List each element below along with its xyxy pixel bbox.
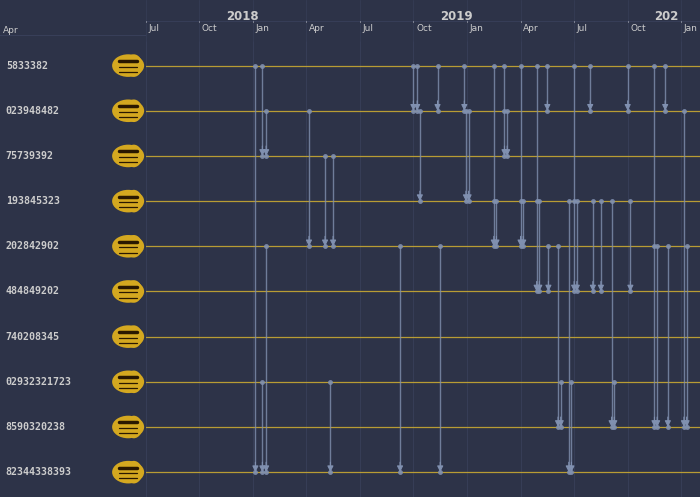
Ellipse shape xyxy=(125,99,142,122)
Text: 023948482: 023948482 xyxy=(6,106,60,116)
Ellipse shape xyxy=(125,415,142,438)
Ellipse shape xyxy=(112,190,144,212)
Text: Apr: Apr xyxy=(523,24,539,33)
Text: 202: 202 xyxy=(654,10,679,23)
Ellipse shape xyxy=(125,371,142,393)
Text: 8590320238: 8590320238 xyxy=(6,422,66,432)
Text: Jan: Jan xyxy=(470,24,484,33)
Ellipse shape xyxy=(112,326,144,348)
Text: Apr: Apr xyxy=(309,24,325,33)
Ellipse shape xyxy=(112,54,144,77)
Ellipse shape xyxy=(112,235,144,257)
Ellipse shape xyxy=(125,461,142,484)
Ellipse shape xyxy=(112,145,144,167)
Text: Jan: Jan xyxy=(256,24,270,33)
Text: Oct: Oct xyxy=(202,24,218,33)
Ellipse shape xyxy=(112,99,144,122)
Text: 82344338393: 82344338393 xyxy=(6,467,72,477)
Ellipse shape xyxy=(125,54,142,77)
Text: Oct: Oct xyxy=(631,24,646,33)
Ellipse shape xyxy=(112,371,144,393)
Ellipse shape xyxy=(125,190,142,212)
Text: Jul: Jul xyxy=(577,24,588,33)
Ellipse shape xyxy=(125,326,142,348)
Text: Oct: Oct xyxy=(416,24,432,33)
Text: 2018: 2018 xyxy=(226,10,258,23)
Text: 484849202: 484849202 xyxy=(6,286,60,297)
Text: Jul: Jul xyxy=(148,24,160,33)
Text: Jul: Jul xyxy=(363,24,374,33)
Text: 202842902: 202842902 xyxy=(6,241,60,251)
Ellipse shape xyxy=(112,280,144,303)
Ellipse shape xyxy=(125,280,142,303)
Ellipse shape xyxy=(112,461,144,484)
Ellipse shape xyxy=(112,415,144,438)
Text: 2019: 2019 xyxy=(440,10,473,23)
Text: 02932321723: 02932321723 xyxy=(6,377,72,387)
Text: 193845323: 193845323 xyxy=(6,196,60,206)
Ellipse shape xyxy=(125,235,142,257)
Text: 740208345: 740208345 xyxy=(6,331,60,341)
Text: 5833382: 5833382 xyxy=(6,61,48,71)
Text: Jan: Jan xyxy=(684,24,698,33)
Ellipse shape xyxy=(125,145,142,167)
Text: Apr: Apr xyxy=(3,26,18,35)
Text: 75739392: 75739392 xyxy=(6,151,54,161)
